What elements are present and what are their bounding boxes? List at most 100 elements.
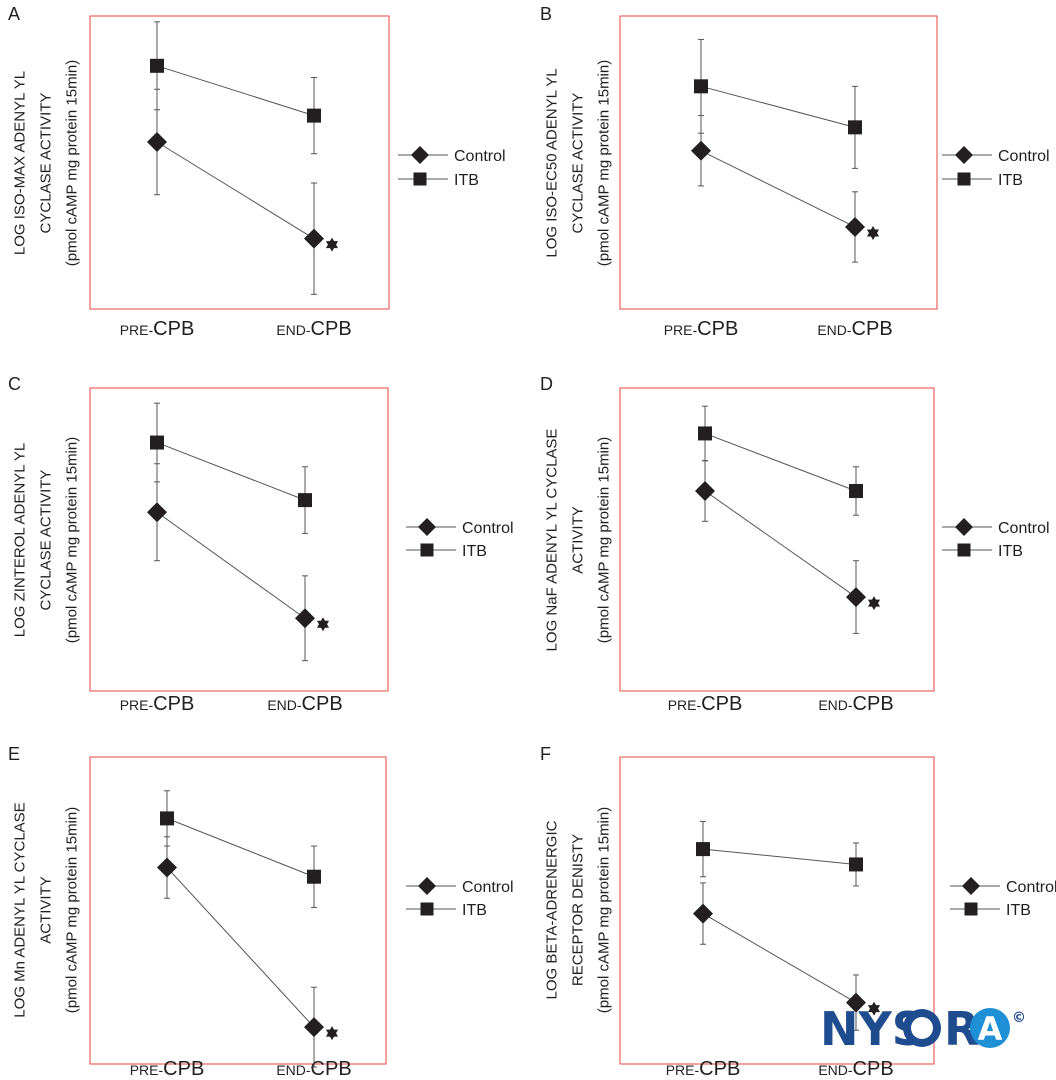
y-axis-label-line: (pmol cAMP mg protein 15min): [596, 60, 613, 266]
legend-item-itb: ITB: [406, 902, 487, 919]
plot-frame: [619, 756, 935, 1065]
series-itb: [160, 790, 321, 908]
significance-star-part: [867, 1005, 881, 1016]
legend-marker: [418, 518, 436, 536]
legend-marker: [955, 518, 973, 536]
panel-e: E LOG Mn ADENYL YL CYCLASE ACTIVITY (pmol c…: [8, 744, 514, 1080]
x-tick-prefix: PRE-: [120, 697, 154, 713]
watermark-copyright: ©: [1012, 1010, 1026, 1026]
legend-marker: [955, 146, 973, 164]
significance-star-part: [866, 229, 880, 240]
x-tick-label: PRE-CPB: [668, 693, 743, 715]
y-axis-label-line: (pmol cAMP mg protein 15min): [64, 807, 81, 1013]
x-tick-label: END-CPB: [818, 693, 893, 715]
data-point: [696, 842, 710, 857]
x-tick-main: CPB: [852, 318, 893, 340]
y-axis-label-line: (pmol cAMP mg protein 15min): [64, 60, 81, 266]
significance-star-part: [325, 241, 339, 252]
plot-frame: [89, 387, 389, 692]
series-control: [695, 460, 866, 634]
data-point: [304, 1017, 324, 1038]
series-line: [166, 867, 315, 1028]
x-tick-prefix: PRE-: [130, 1062, 164, 1078]
y-axis-label-line: ACTIVITY: [570, 506, 587, 574]
x-tick-main: CPB: [311, 1058, 352, 1080]
series-itb: [696, 820, 863, 887]
panel-a: A LOG ISO-MAX ADENYL YL CYCLASE ACTIVITY (p…: [8, 4, 506, 340]
series-itb: [698, 405, 863, 516]
series-control: [691, 115, 865, 263]
x-tick-label: PRE-CPB: [664, 318, 739, 340]
x-tick-main: CPB: [699, 1058, 740, 1080]
x-tick-main: CPB: [153, 693, 194, 715]
legend-item-itb: ITB: [398, 172, 479, 189]
data-point: [157, 857, 177, 878]
data-point: [846, 992, 866, 1013]
series-line: [702, 913, 857, 1004]
x-tick-prefix: PRE-: [664, 322, 698, 338]
panel-b: B LOG ISO-EC50 ADENYL YL CYCLASE ACTIVITY (…: [540, 4, 1050, 340]
legend-label: Control: [454, 148, 506, 165]
legend-marker: [411, 146, 429, 164]
series-control: [157, 836, 324, 1068]
series-line: [156, 65, 315, 117]
data-point: [695, 481, 715, 502]
data-point: [693, 903, 713, 924]
watermark-text: A: [978, 1010, 1003, 1048]
x-tick-label: PRE-CPB: [120, 693, 195, 715]
x-tick-main: CPB: [701, 693, 742, 715]
plot-frame: [89, 756, 387, 1065]
series-line: [156, 511, 306, 619]
x-tick-label: PRE-CPB: [120, 318, 195, 340]
data-point: [150, 58, 164, 73]
legend-label: Control: [462, 879, 514, 896]
series-control: [147, 88, 324, 295]
legend-item-control: Control: [406, 877, 514, 896]
series-itb: [694, 38, 862, 169]
x-tick-label: END-CPB: [818, 1058, 893, 1080]
series-line: [156, 442, 306, 501]
legend-marker: [964, 902, 978, 916]
watermark-logo: NYS RA ©: [820, 1002, 1026, 1056]
data-point: [849, 484, 863, 499]
y-axis-label-line: (pmol cAMP mg protein 15min): [596, 437, 613, 643]
legend: Control ITB: [406, 877, 514, 919]
y-axis-label-line: CYCLASE ACTIVITY: [38, 470, 55, 611]
significance-star: [867, 596, 881, 611]
data-point: [160, 811, 174, 826]
x-tick-main: CPB: [153, 318, 194, 340]
series-line: [166, 817, 315, 878]
legend-label: ITB: [462, 543, 487, 560]
legend-marker: [962, 877, 980, 895]
legend: Control ITB: [950, 877, 1056, 919]
legend-label: ITB: [462, 902, 487, 919]
data-point: [694, 79, 708, 94]
series-itb: [150, 402, 312, 534]
x-tick-prefix: PRE-: [666, 1062, 700, 1078]
legend-label: ITB: [998, 172, 1023, 189]
x-tick-label: PRE-CPB: [666, 1058, 741, 1080]
x-tick-prefix: END-: [818, 697, 853, 713]
data-point: [147, 131, 167, 152]
legend-label: Control: [462, 520, 514, 537]
panel-d: D LOG NaF ADENYL YL CYCLASE ACTIVITY (pmol …: [540, 374, 1050, 715]
legend-marker: [420, 543, 434, 557]
legend-marker: [418, 877, 436, 895]
plot-frame: [619, 387, 935, 692]
legend-marker: [420, 902, 434, 916]
y-axis-label-line: LOG ISO-MAX ADENYL YL: [12, 71, 29, 255]
significance-star: [325, 237, 339, 252]
series-control: [147, 463, 315, 662]
x-tick-main: CPB: [311, 318, 352, 340]
panel-f: F LOG BETA-ADRENERGIC RECEPTOR DENISTY (pmo…: [540, 744, 1056, 1080]
significance-star-part: [316, 620, 330, 632]
data-point: [307, 108, 321, 123]
panel-c: C LOG ZINTEROL ADENYL YL CYCLASE ACTIVITY (…: [8, 374, 514, 715]
significance-star-part: [867, 599, 881, 611]
y-axis-label-line: (pmol cAMP mg protein 15min): [596, 807, 613, 1013]
series-control: [693, 882, 866, 1031]
y-axis-label-line: LOG ZINTEROL ADENYL YL: [12, 443, 29, 638]
y-axis-label-line: ACTIVITY: [38, 876, 55, 944]
legend-marker: [413, 172, 427, 186]
panel-letter: B: [540, 4, 552, 24]
